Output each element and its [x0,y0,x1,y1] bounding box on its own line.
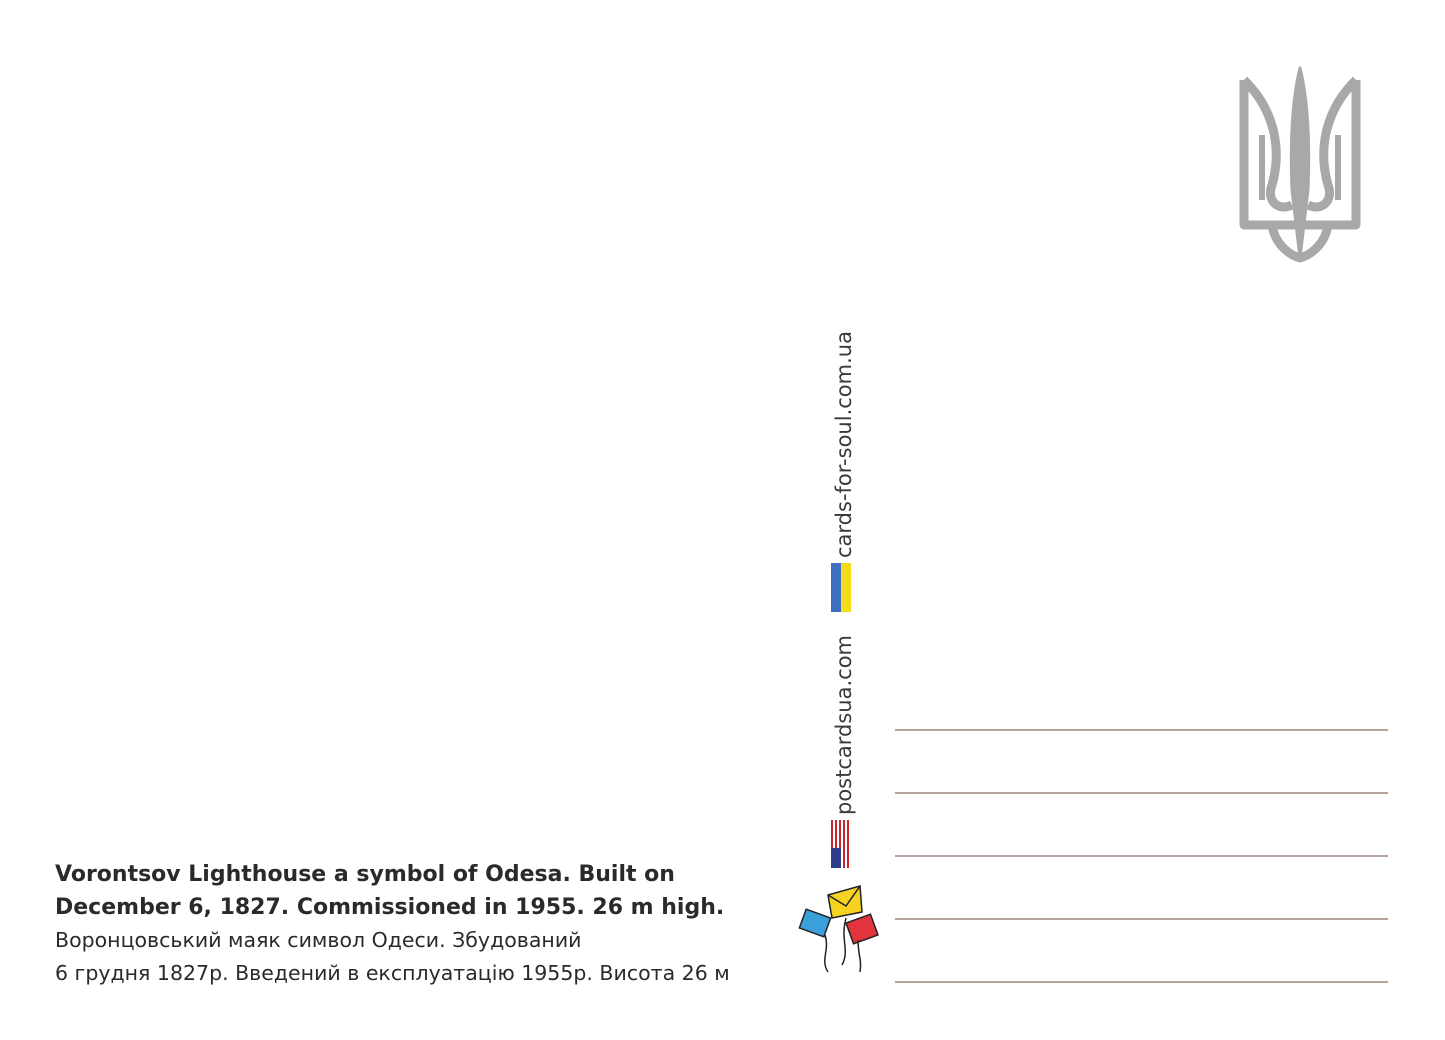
website: cards-for-soul.com.ua [832,331,856,558]
caption-ukrainian: Воронцовський маяк символ Одеси. Збудова… [55,928,581,952]
kites-logo [798,885,879,973]
caption-ukrainian: 6 грудня 1827р. Введений в експлуатацію … [55,961,730,985]
trident-emblem [1239,66,1361,263]
usa-flag [831,820,851,868]
website: postcardsua.com [832,635,856,815]
address-lines [895,729,1388,983]
caption-english: December 6, 1827. Commissioned in 1955. … [55,895,724,920]
ukraine-flag [831,563,851,612]
caption-english: Vorontsov Lighthouse a symbol of Odesa. … [55,862,675,887]
